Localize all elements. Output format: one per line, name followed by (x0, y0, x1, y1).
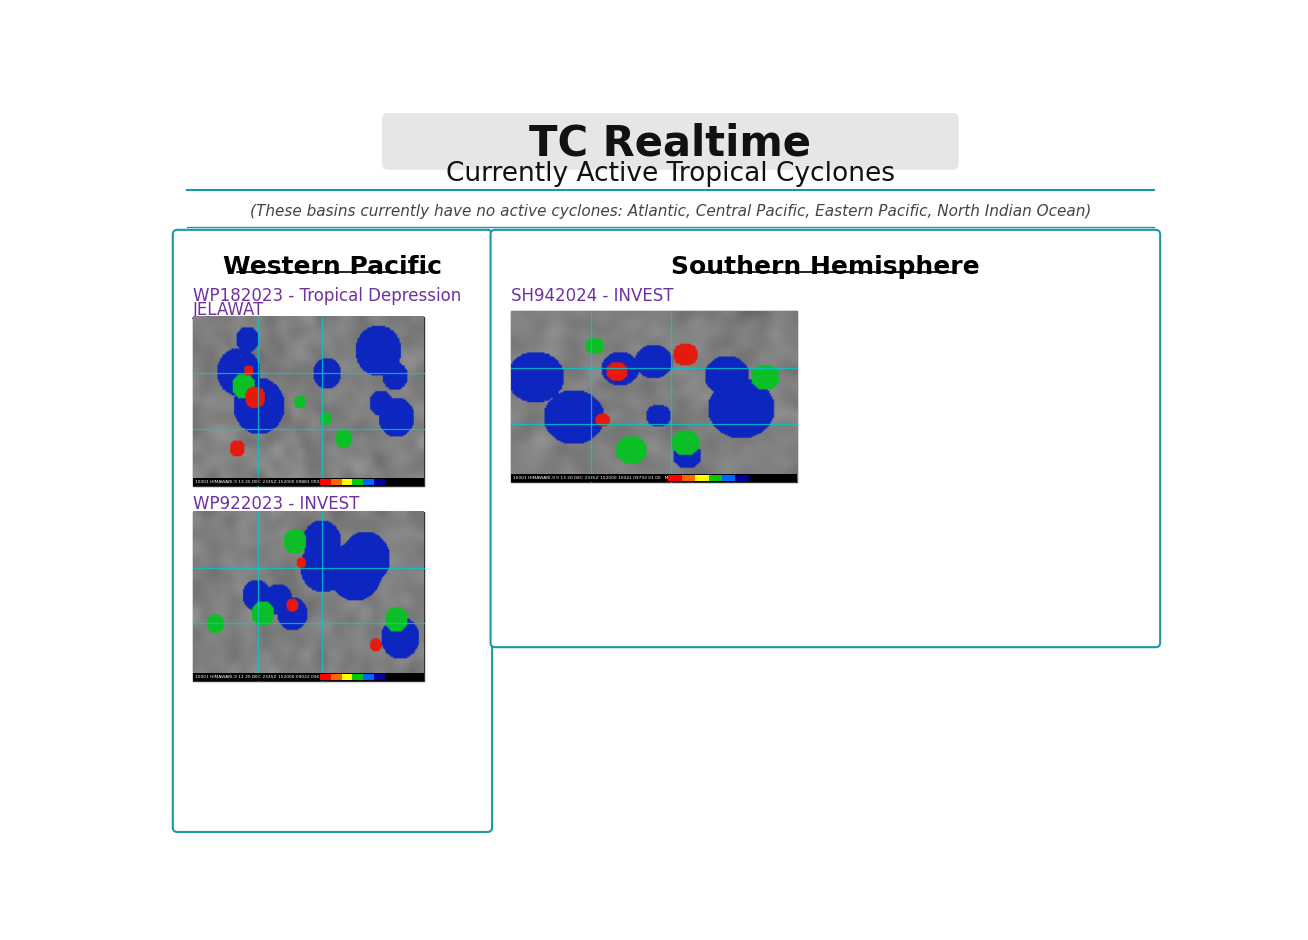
Bar (341, 674, 352, 680)
Bar (352, 674, 364, 680)
Bar (695, 476, 709, 481)
Bar (194, 478, 424, 486)
Bar (194, 673, 424, 682)
Bar (510, 474, 798, 482)
Text: JELAWAT: JELAWAT (194, 302, 264, 320)
Bar (331, 674, 341, 680)
Bar (364, 479, 374, 485)
Bar (320, 479, 331, 485)
FancyBboxPatch shape (490, 230, 1160, 647)
Bar (194, 317, 424, 486)
Text: Currently Active Tropical Cyclones: Currently Active Tropical Cyclones (446, 162, 895, 187)
Bar (510, 311, 798, 482)
Bar (331, 479, 341, 485)
Text: Western Pacific: Western Pacific (222, 255, 442, 279)
Text: 10001 HIMAWARI-9 0 13 20 DEC 2335Z 152000 10041 09733 01 00   MC3006: 10001 HIMAWARI-9 0 13 20 DEC 2335Z 15200… (513, 477, 683, 480)
Text: 10001 HIMAWARI-9 11 20 DEC 2335Z 152000 09022 09636 01 00   MCNWS: 10001 HIMAWARI-9 11 20 DEC 2335Z 152000 … (195, 675, 360, 679)
Text: (These basins currently have no active cyclones: Atlantic, Central Pacific, East: (These basins currently have no active c… (250, 204, 1091, 219)
Text: TC Realtime: TC Realtime (530, 122, 811, 164)
Text: 10001 HIMAWARI-9 13 20 DEC 2335Z 152000 09881 09324 01 00   MCNWS: 10001 HIMAWARI-9 13 20 DEC 2335Z 152000 … (195, 480, 360, 484)
Bar (668, 476, 681, 481)
Bar (320, 674, 331, 680)
Bar (681, 476, 695, 481)
Text: WP922023 - INVEST: WP922023 - INVEST (194, 494, 360, 512)
Text: Southern Hemisphere: Southern Hemisphere (671, 255, 980, 279)
Bar (374, 479, 385, 485)
Bar (735, 476, 748, 481)
FancyBboxPatch shape (173, 230, 492, 832)
Bar (194, 511, 424, 682)
Bar (352, 479, 364, 485)
Bar (722, 476, 735, 481)
Bar (709, 476, 722, 481)
Text: SH942024 - INVEST: SH942024 - INVEST (510, 287, 674, 305)
Bar (374, 674, 385, 680)
Bar (364, 674, 374, 680)
Bar (341, 479, 352, 485)
Text: WP182023 - Tropical Depression: WP182023 - Tropical Depression (194, 287, 462, 305)
FancyBboxPatch shape (382, 113, 959, 170)
